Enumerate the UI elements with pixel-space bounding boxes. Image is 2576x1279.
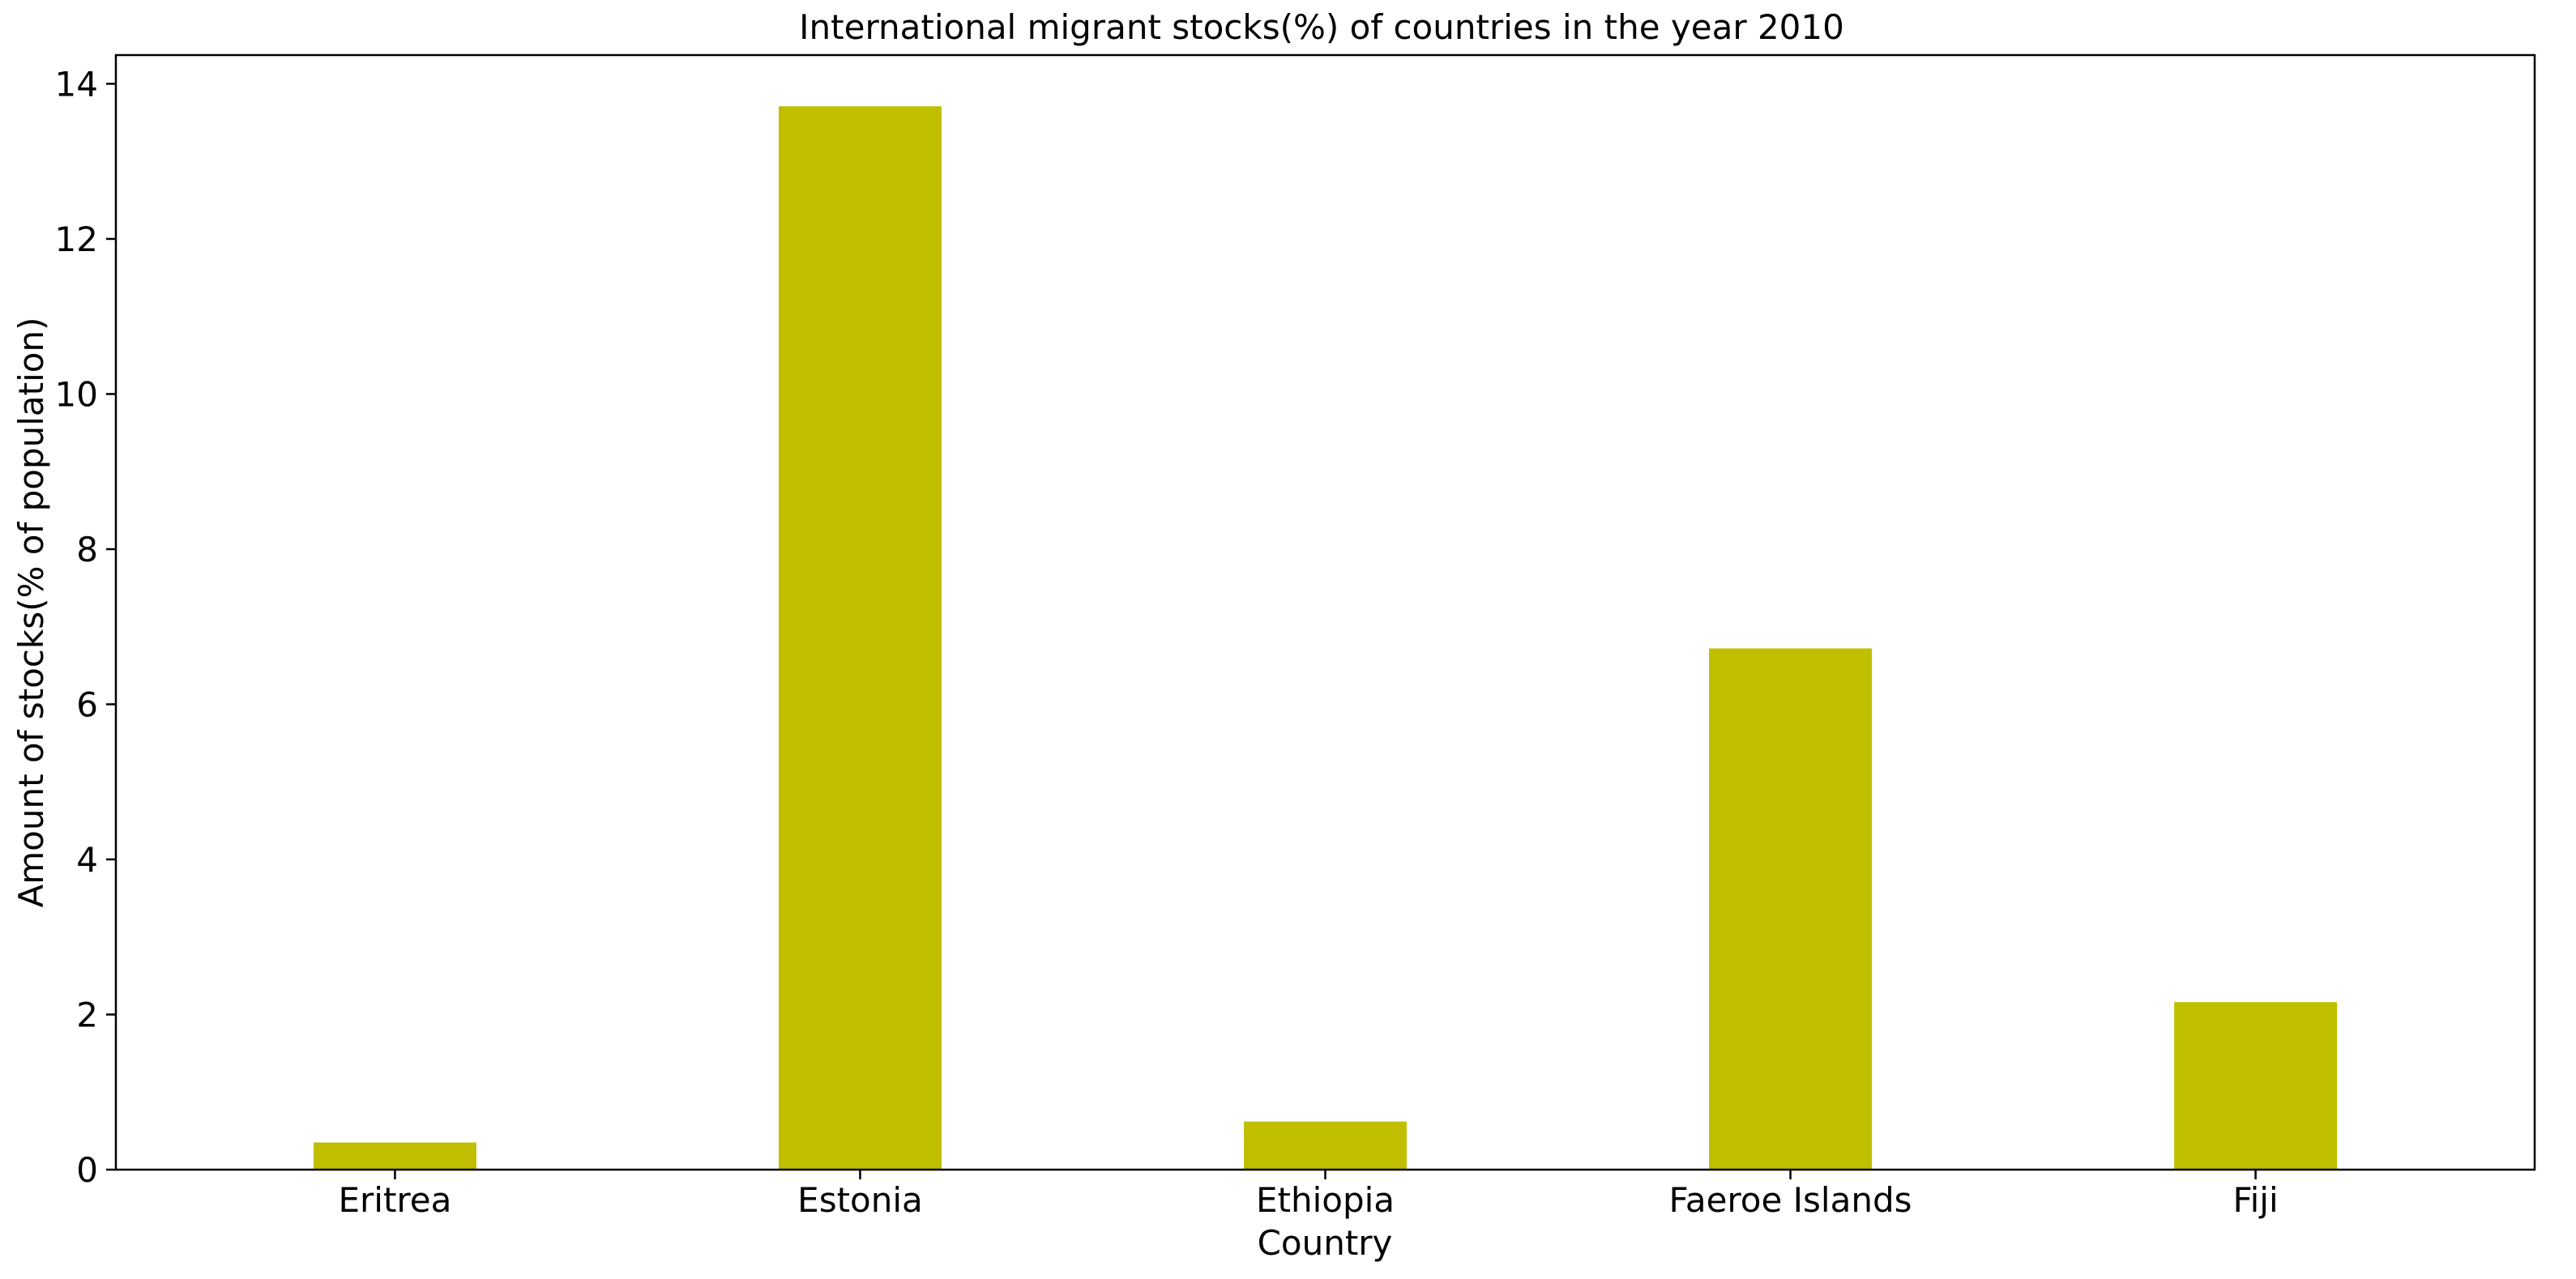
bars-layer [313, 106, 2338, 1170]
y-tick-label: 2 [76, 995, 98, 1034]
y-tick-label: 6 [76, 684, 98, 724]
x-tick-label: Eritrea [338, 1180, 451, 1220]
x-axis-label: Country [1258, 1223, 1393, 1263]
y-tick-label: 14 [55, 64, 98, 104]
y-tick-label: 0 [76, 1150, 98, 1190]
y-axis-ticks: 0 2 4 6 8 10 12 14 [55, 64, 116, 1190]
x-tick-label: Fiji [2233, 1180, 2279, 1220]
plot-area-frame [114, 53, 2536, 1171]
y-tick-label: 10 [55, 374, 98, 414]
y-axis-label: Amount of stocks(% of population) [11, 318, 51, 908]
chart-title: International migrant stocks(%) of count… [799, 7, 1844, 47]
y-tick-label: 12 [55, 220, 98, 259]
y-tick-label: 4 [76, 840, 98, 880]
bar-estonia [779, 106, 942, 1170]
x-tick-label: Estonia [797, 1180, 923, 1220]
bar-faeroe-islands [1709, 648, 1872, 1170]
bar-eritrea [313, 1142, 476, 1170]
bar-fiji [2174, 1002, 2338, 1170]
x-tick-label: Ethiopia [1256, 1180, 1395, 1220]
y-tick-label: 8 [76, 530, 98, 569]
bar-ethiopia [1244, 1121, 1407, 1170]
x-tick-label: Faeroe Islands [1669, 1180, 1912, 1220]
x-axis-ticks: Eritrea Estonia Ethiopia Faeroe Islands Fiji [338, 1170, 2279, 1220]
